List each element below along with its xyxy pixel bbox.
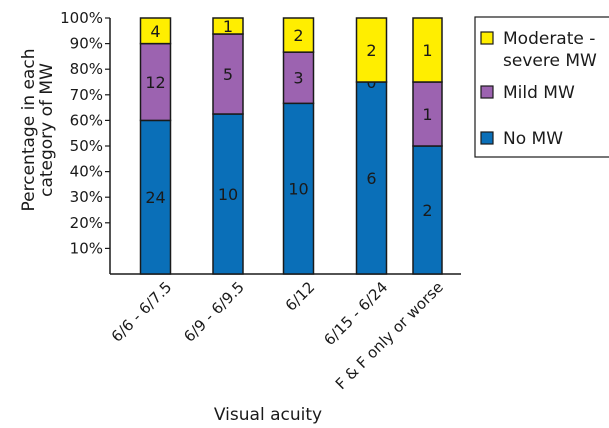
y-tick-label: 70% — [70, 86, 103, 104]
bar-count-label: 3 — [293, 69, 303, 88]
bar-count-label: 4 — [150, 22, 160, 41]
y-tick-label: 100% — [60, 9, 103, 27]
legend-swatch — [480, 31, 494, 45]
bar-count-label: 24 — [145, 188, 165, 207]
bar-segment — [139, 119, 172, 275]
y-tick-label: 90% — [70, 35, 103, 53]
x-tick-label: 6/6 - 6/7.5 — [108, 278, 176, 346]
bar-count-label: 1 — [422, 41, 432, 60]
y-tick-label: 80% — [70, 60, 103, 78]
legend-label: Moderate - — [503, 29, 595, 49]
bars: 2412410511032602211 — [139, 17, 443, 275]
bar-segment — [282, 17, 315, 53]
bar-segment — [412, 81, 443, 147]
y-axis-title: Percentage in each category of MW — [19, 49, 57, 212]
bar-count-label: 2 — [293, 26, 303, 45]
bar-segment — [282, 102, 315, 275]
y-axis-title-line-1: Percentage in each — [19, 49, 39, 212]
bar-segment — [139, 17, 172, 45]
bar-segment — [412, 145, 443, 275]
legend-label: severe MW — [503, 51, 597, 71]
bar-count-label: 1 — [422, 105, 432, 124]
bar-segment — [412, 17, 443, 83]
bar-count-label: 2 — [366, 41, 376, 60]
bar-count-label: 5 — [223, 65, 233, 84]
bar-segment — [212, 17, 244, 35]
legend-box — [474, 16, 609, 158]
bar-count-label: 12 — [145, 73, 165, 92]
bar-count-label: 2 — [422, 201, 432, 220]
x-tick-label: F & F only or worse — [332, 278, 447, 393]
x-tick-label: 6/9 - 6/9.5 — [180, 278, 248, 346]
bar-count-label: 10 — [288, 180, 308, 199]
bar-segment — [355, 17, 388, 83]
legend-label: No MW — [503, 129, 563, 149]
legend-swatch — [480, 131, 494, 145]
y-tick-label: 50% — [70, 137, 103, 155]
y-tick-label: 40% — [70, 163, 103, 181]
y-axis-title-line-2: category of MW — [37, 63, 57, 197]
y-tick-label: 60% — [70, 111, 103, 129]
legend-swatch — [480, 85, 494, 99]
bar-count-label: 1 — [223, 17, 233, 36]
y-tick-label: 10% — [70, 239, 103, 257]
bar-count-label: 6 — [366, 169, 376, 188]
legend-label: Mild MW — [503, 83, 575, 103]
axes: 10% 20% 30% 40% 50% 60% 70% 80% 90% 100% — [60, 9, 461, 275]
x-tick-label: 6/12 — [282, 278, 319, 315]
x-axis-title: Visual acuity — [214, 405, 322, 425]
y-tick-label: 30% — [70, 188, 103, 206]
bar-segment — [212, 33, 244, 115]
bar-count-label: 10 — [218, 185, 238, 204]
y-tick-label: 20% — [70, 214, 103, 232]
legend: Moderate -severe MW Mild MW No MW — [474, 16, 609, 158]
x-tick-labels: 6/6 - 6/7.5 6/9 - 6/9.5 6/12 6/15 - 6/24F &… — [108, 278, 447, 393]
